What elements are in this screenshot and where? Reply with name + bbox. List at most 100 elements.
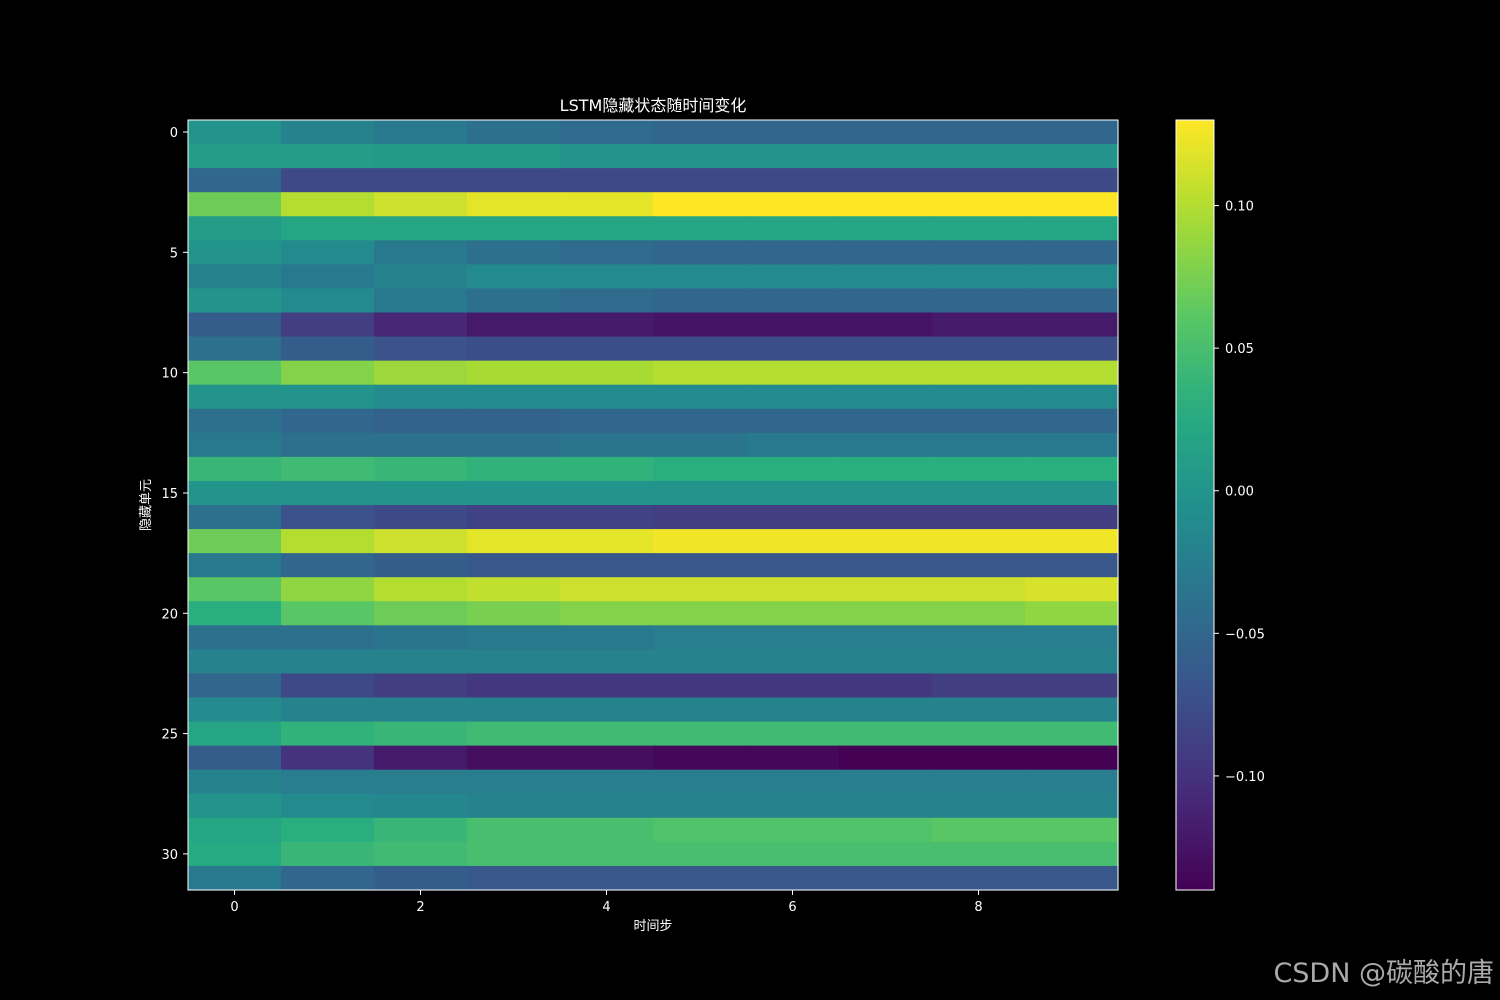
heatmap-cell-r10-c1 xyxy=(281,360,375,386)
heatmap-cell-r18-c7 xyxy=(839,553,933,578)
heatmap-cell-r6-c6 xyxy=(746,264,840,290)
heatmap-cell-r26-c5 xyxy=(653,745,747,771)
heatmap-cell-r31-c5 xyxy=(653,865,747,891)
heatmap-cell-r12-c5 xyxy=(653,408,747,434)
heatmap-cell-r1-c4 xyxy=(560,144,654,169)
y-axis-ticks: 0 5 10 15 20 25 30 xyxy=(161,126,188,863)
heatmap-cell-r1-c1 xyxy=(281,144,375,169)
heatmap-cells xyxy=(188,120,1119,891)
heatmap-cell-r2-c0 xyxy=(188,168,282,193)
heatmap-cell-r18-c5 xyxy=(653,553,747,578)
heatmap-cell-r23-c3 xyxy=(467,673,561,699)
y-tick-label-30: 30 xyxy=(161,848,178,863)
heatmap-cell-r30-c8 xyxy=(932,841,1026,867)
heatmap-cell-r28-c5 xyxy=(653,793,747,819)
heatmap-cell-r28-c3 xyxy=(467,793,561,819)
heatmap-cell-r16-c9 xyxy=(1025,505,1119,530)
heatmap-cell-r11-c7 xyxy=(839,384,933,410)
heatmap-cell-r21-c7 xyxy=(839,625,933,650)
heatmap-cell-r13-c8 xyxy=(932,432,1026,458)
heatmap-cell-r3-c0 xyxy=(188,192,282,217)
heatmap-cell-r3-c2 xyxy=(374,192,468,217)
y-tick-label-10: 10 xyxy=(161,367,178,382)
heatmap-cell-r4-c3 xyxy=(467,216,561,241)
heatmap-cell-r5-c4 xyxy=(560,240,654,265)
colorbar-tick-label-1: 0.05 xyxy=(1225,342,1254,357)
heatmap-cell-r6-c7 xyxy=(839,264,933,290)
heatmap-cell-r12-c0 xyxy=(188,408,282,434)
x-axis-label: 时间步 xyxy=(633,919,672,934)
heatmap-cell-r5-c6 xyxy=(746,240,840,265)
x-tick-label-8: 8 xyxy=(974,900,982,915)
heatmap-cell-r24-c2 xyxy=(374,697,468,723)
heatmap-cell-r29-c0 xyxy=(188,817,282,843)
heatmap-cell-r9-c0 xyxy=(188,336,282,362)
heatmap-cell-r9-c6 xyxy=(746,336,840,362)
heatmap-cell-r2-c7 xyxy=(839,168,933,193)
heatmap-cell-r1-c5 xyxy=(653,144,747,169)
heatmap-cell-r15-c4 xyxy=(560,480,654,506)
heatmap-cell-r19-c2 xyxy=(374,577,468,602)
heatmap-cell-r8-c7 xyxy=(839,312,933,338)
heatmap-cell-r18-c9 xyxy=(1025,553,1119,578)
heatmap-cell-r13-c4 xyxy=(560,432,654,458)
heatmap-cell-r26-c8 xyxy=(932,745,1026,771)
heatmap-cell-r18-c1 xyxy=(281,553,375,578)
x-tick-label-2: 2 xyxy=(416,900,424,915)
heatmap-cell-r8-c2 xyxy=(374,312,468,338)
heatmap-cell-r26-c4 xyxy=(560,745,654,771)
heatmap-cell-r21-c3 xyxy=(467,625,561,650)
heatmap-cell-r6-c9 xyxy=(1025,264,1119,290)
heatmap-cell-r20-c8 xyxy=(932,601,1026,626)
heatmap-cell-r28-c8 xyxy=(932,793,1026,819)
heatmap-cell-r31-c0 xyxy=(188,865,282,891)
heatmap-cell-r31-c7 xyxy=(839,865,933,891)
heatmap-cell-r12-c2 xyxy=(374,408,468,434)
heatmap-cell-r31-c4 xyxy=(560,865,654,891)
heatmap-cell-r12-c9 xyxy=(1025,408,1119,434)
heatmap-cell-r5-c2 xyxy=(374,240,468,265)
heatmap-cell-r15-c9 xyxy=(1025,480,1119,506)
heatmap-cell-r0-c2 xyxy=(374,120,468,145)
heatmap-cell-r3-c6 xyxy=(746,192,840,217)
heatmap-cell-r24-c4 xyxy=(560,697,654,723)
heatmap-cell-r0-c4 xyxy=(560,120,654,145)
heatmap-cell-r20-c5 xyxy=(653,601,747,626)
y-axis-label: 隐藏单元 xyxy=(139,479,154,531)
heatmap-cell-r15-c3 xyxy=(467,480,561,506)
heatmap-cell-r4-c2 xyxy=(374,216,468,241)
heatmap-cell-r27-c2 xyxy=(374,769,468,795)
heatmap-cell-r8-c5 xyxy=(653,312,747,338)
heatmap-cell-r23-c0 xyxy=(188,673,282,699)
heatmap-cell-r24-c3 xyxy=(467,697,561,723)
heatmap-cell-r9-c9 xyxy=(1025,336,1119,362)
heatmap-cell-r12-c6 xyxy=(746,408,840,434)
heatmap-cell-r17-c5 xyxy=(653,529,747,554)
y-tick-label-15: 15 xyxy=(161,487,178,502)
heatmap-cell-r1-c7 xyxy=(839,144,933,169)
heatmap-cell-r23-c8 xyxy=(932,673,1026,699)
heatmap-cell-r5-c7 xyxy=(839,240,933,265)
heatmap-cell-r1-c3 xyxy=(467,144,561,169)
heatmap-cell-r1-c6 xyxy=(746,144,840,169)
heatmap-cell-r6-c0 xyxy=(188,264,282,290)
heatmap-cell-r26-c1 xyxy=(281,745,375,771)
heatmap-cell-r27-c6 xyxy=(746,769,840,795)
heatmap-cell-r27-c3 xyxy=(467,769,561,795)
heatmap-cell-r0-c9 xyxy=(1025,120,1119,145)
heatmap-cell-r14-c4 xyxy=(560,456,654,482)
x-tick-label-6: 6 xyxy=(788,900,796,915)
heatmap-cell-r19-c8 xyxy=(932,577,1026,602)
heatmap-cell-r14-c3 xyxy=(467,456,561,482)
heatmap-cell-r10-c4 xyxy=(560,360,654,386)
colorbar-ticks: 0.10 0.05 0.00 −0.05 −0.10 xyxy=(1214,200,1265,785)
heatmap-cell-r16-c0 xyxy=(188,505,282,530)
heatmap-cell-r10-c6 xyxy=(746,360,840,386)
heatmap-cell-r22-c0 xyxy=(188,649,282,675)
heatmap-cell-r27-c0 xyxy=(188,769,282,795)
heatmap-cell-r10-c7 xyxy=(839,360,933,386)
heatmap-cell-r22-c2 xyxy=(374,649,468,675)
heatmap-cell-r16-c2 xyxy=(374,505,468,530)
heatmap-cell-r6-c4 xyxy=(560,264,654,290)
